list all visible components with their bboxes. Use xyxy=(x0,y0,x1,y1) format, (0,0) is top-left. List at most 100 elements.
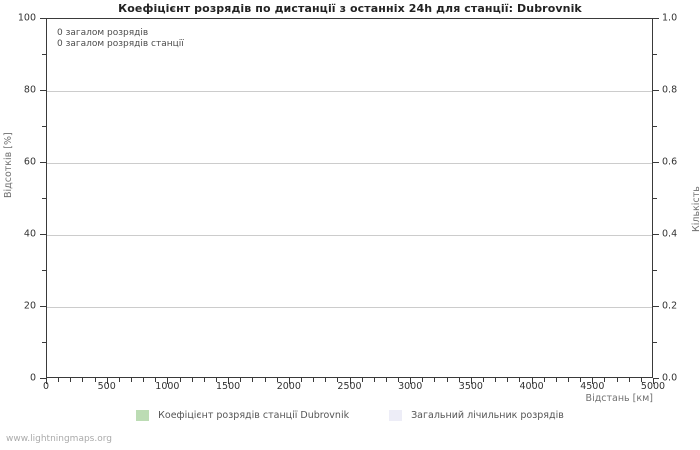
legend-label: Коефіцієнт розрядів станції Dubrovnik xyxy=(158,410,350,421)
right-axis-tick-label: 0.6 xyxy=(662,156,678,168)
bottom-axis-minor-tick xyxy=(446,378,448,382)
bottom-axis-tick xyxy=(470,378,472,384)
bottom-axis-minor-tick xyxy=(94,378,96,382)
left-axis-tick xyxy=(40,18,46,19)
bottom-axis-minor-tick xyxy=(276,378,278,382)
bottom-axis-minor-tick xyxy=(543,378,545,382)
bottom-axis-tick-label: 1500 xyxy=(216,381,241,392)
left-axis-tick xyxy=(40,90,46,91)
left-axis-minor-tick xyxy=(42,342,46,343)
bottom-axis-minor-tick xyxy=(398,378,400,382)
bottom-axis-minor-tick xyxy=(203,378,205,382)
bottom-axis-minor-tick xyxy=(252,378,254,382)
bottom-axis-minor-tick xyxy=(373,378,375,382)
bottom-axis-minor-tick xyxy=(361,378,363,382)
bottom-axis-tick xyxy=(592,378,594,384)
bottom-axis-minor-tick xyxy=(313,378,315,382)
bottom-axis-tick xyxy=(410,378,412,384)
bottom-axis-minor-tick xyxy=(130,378,132,382)
left-axis-minor-tick xyxy=(42,270,46,271)
bottom-axis-minor-tick xyxy=(385,378,387,382)
bottom-axis-minor-tick xyxy=(300,378,302,382)
bottom-axis-minor-tick xyxy=(628,378,630,382)
bottom-axis-tick-label: 5000 xyxy=(640,381,666,392)
gridline xyxy=(47,91,652,92)
right-axis-tick-label: 0.0 xyxy=(662,372,678,384)
bottom-axis-minor-tick xyxy=(82,378,84,382)
bottom-axis-minor-tick xyxy=(580,378,582,382)
bottom-axis-tick xyxy=(288,378,290,384)
bottom-axis-minor-tick xyxy=(568,378,570,382)
right-axis-tick-label: 1.0 xyxy=(662,12,678,24)
left-axis-tick xyxy=(40,306,46,307)
chart-legend: Коефіцієнт розрядів станції Dubrovnik Заг… xyxy=(0,410,700,421)
left-axis-tick-label: 40 xyxy=(23,228,36,240)
left-axis-minor-tick xyxy=(42,54,46,55)
bottom-axis-tick xyxy=(349,378,351,384)
legend-swatch xyxy=(136,410,150,421)
right-axis-tick xyxy=(653,90,659,91)
bottom-axis-tick xyxy=(46,378,47,384)
bottom-axis-minor-tick xyxy=(179,378,181,382)
bottom-axis-minor-tick xyxy=(483,378,485,382)
bottom-axis-tick-label: 1000 xyxy=(155,381,180,392)
bottom-axis-tick-label: 3500 xyxy=(458,381,483,392)
annotation-block: 0 загалом розрядів 0 загалом розрядів ст… xyxy=(57,28,184,50)
bottom-axis-tick-label: 4500 xyxy=(580,381,605,392)
bottom-axis-minor-tick xyxy=(519,378,521,382)
gridline xyxy=(47,307,652,308)
bottom-axis-tick-label: 2000 xyxy=(276,381,301,392)
left-axis-tick xyxy=(40,378,46,379)
bottom-axis-tick-label: 4000 xyxy=(519,381,544,392)
bottom-axis-tick-label: 500 xyxy=(97,381,116,392)
bottom-axis-minor-tick xyxy=(118,378,120,382)
left-axis-tick-label: 100 xyxy=(17,12,36,24)
annotation-station-strokes: 0 загалом розрядів станції xyxy=(57,39,184,49)
bottom-axis-minor-tick xyxy=(434,378,436,382)
bottom-axis-tick xyxy=(228,378,230,384)
right-axis-tick xyxy=(653,162,659,163)
plot-area xyxy=(46,18,653,378)
right-axis-minor-tick xyxy=(653,54,657,55)
gridline xyxy=(47,235,652,236)
left-axis-minor-tick xyxy=(42,198,46,199)
left-axis-tick-label: 0 xyxy=(29,372,36,384)
bottom-axis-title: Відстань [км] xyxy=(585,393,653,404)
bottom-axis-tick xyxy=(167,378,169,384)
bottom-axis-minor-tick xyxy=(240,378,242,382)
gridline xyxy=(47,163,652,164)
right-axis-tick-label: 0.4 xyxy=(662,228,678,240)
bottom-axis-minor-tick xyxy=(325,378,327,382)
bottom-axis-tick xyxy=(531,378,533,384)
annotation-total-strokes: 0 загалом розрядів xyxy=(57,28,149,38)
bottom-axis-tick-label: 2500 xyxy=(337,381,362,392)
legend-label: Загальний лічильник розрядів xyxy=(411,410,564,421)
legend-entry[interactable]: Загальний лічильник розрядів xyxy=(389,410,564,421)
right-axis-tick xyxy=(653,306,659,307)
right-axis-minor-tick xyxy=(653,270,657,271)
bottom-axis-minor-tick xyxy=(337,378,339,382)
right-axis-title: Кількість xyxy=(691,186,700,232)
right-axis-tick xyxy=(653,234,659,235)
left-axis-tick xyxy=(40,234,46,235)
bottom-axis-minor-tick xyxy=(143,378,145,382)
bottom-axis-minor-tick xyxy=(458,378,460,382)
right-axis-tick xyxy=(653,378,659,379)
left-axis-tick-label: 60 xyxy=(23,156,36,168)
bottom-axis-tick xyxy=(106,378,108,384)
bottom-axis-tick xyxy=(653,378,654,384)
bottom-axis-minor-tick xyxy=(215,378,217,382)
right-axis-minor-tick xyxy=(653,126,657,127)
bottom-axis-minor-tick xyxy=(507,378,509,382)
left-axis-title: Відсотків [%] xyxy=(3,132,14,198)
bottom-axis-minor-tick xyxy=(70,378,72,382)
right-axis-tick-label: 0.8 xyxy=(662,84,678,96)
bottom-axis-minor-tick xyxy=(616,378,618,382)
bottom-axis-minor-tick xyxy=(640,378,642,382)
legend-entry[interactable]: Коефіцієнт розрядів станції Dubrovnik xyxy=(136,410,349,421)
right-axis-minor-tick xyxy=(653,342,657,343)
left-axis-minor-tick xyxy=(42,126,46,127)
bottom-axis-minor-tick xyxy=(191,378,193,382)
bottom-axis-minor-tick xyxy=(555,378,557,382)
bottom-axis-minor-tick xyxy=(422,378,424,382)
